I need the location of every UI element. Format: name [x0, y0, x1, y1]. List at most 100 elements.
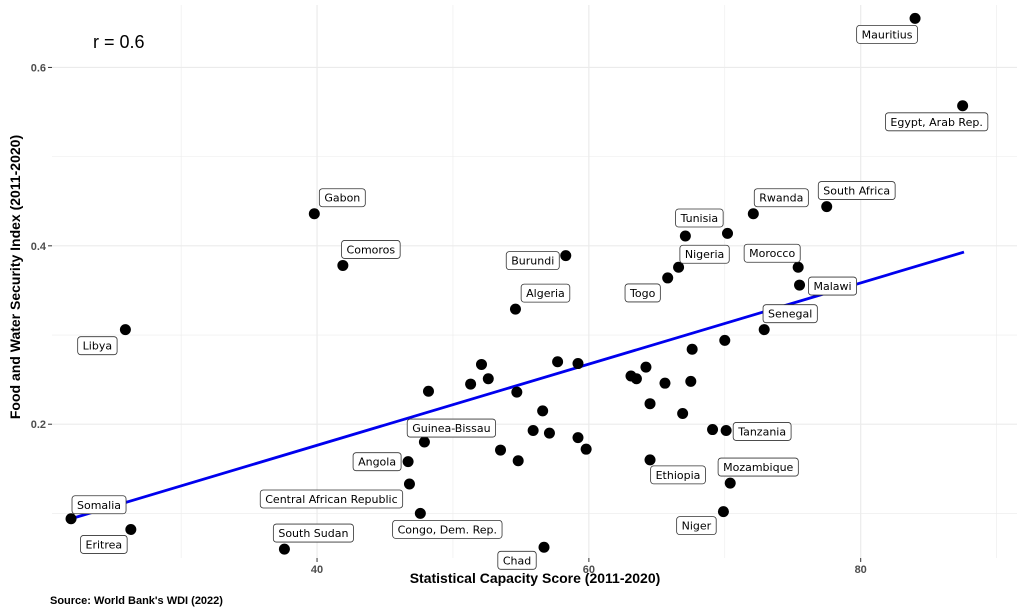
point-label: Comoros: [341, 240, 401, 259]
label-box: [352, 452, 402, 472]
data-point: [724, 477, 736, 489]
data-point: [509, 303, 521, 315]
label-text: Chad: [503, 554, 531, 567]
label-box: [743, 243, 801, 263]
label-box: [392, 520, 503, 539]
data-point: [572, 358, 584, 370]
data-point: [659, 377, 671, 389]
x-tick-label: 40: [311, 564, 323, 576]
label-box: [624, 283, 661, 303]
label-text: Ethiopia: [656, 469, 701, 482]
point-label: Tanzania: [732, 422, 792, 441]
point-label: Egypt, Arab Rep.: [885, 112, 989, 132]
data-point: [707, 424, 719, 436]
label-box: [762, 304, 818, 324]
data-point: [538, 541, 550, 553]
point-label: Malawi: [808, 276, 857, 296]
data-point: [758, 324, 770, 336]
data-point: [640, 361, 652, 373]
point-label: Niger: [676, 516, 717, 536]
point-label: South Africa: [817, 181, 896, 200]
point-label: Angola: [352, 452, 402, 472]
label-box: [71, 495, 127, 515]
regression-line-group: [70, 250, 965, 521]
label-text: Guinea-Bissau: [412, 422, 490, 435]
label-box: [817, 181, 896, 200]
data-point: [337, 259, 349, 271]
point-label: Mauritius: [856, 24, 918, 44]
point-label: Tunisia: [675, 208, 724, 228]
point-label: Ethiopia: [650, 465, 706, 485]
data-points: [65, 12, 969, 555]
point-label: Guinea-Bissau: [406, 418, 497, 438]
axis-ticks: 40 60 80 0.2 0.4 0.6: [31, 62, 867, 576]
data-point: [630, 373, 642, 385]
data-point: [673, 261, 685, 273]
data-point: [119, 324, 131, 336]
label-text: Algeria: [526, 287, 565, 300]
point-labels: Mauritius Egypt, Arab Rep. Gabon South Afri…: [71, 24, 989, 570]
label-text: Libya: [83, 340, 112, 353]
label-box: [341, 240, 401, 259]
point-label: Rwanda: [753, 188, 809, 208]
data-point: [677, 408, 689, 420]
label-box: [856, 24, 918, 44]
data-point: [909, 12, 921, 24]
label-box: [650, 465, 706, 485]
data-point: [644, 454, 656, 466]
y-tick-label: 0.4: [31, 241, 47, 253]
label-box: [272, 523, 354, 543]
label-box: [675, 208, 724, 228]
point-label: Central African Republic: [259, 489, 404, 509]
data-point: [495, 444, 507, 456]
point-label: Congo, Dem. Rep.: [392, 520, 503, 539]
point-label: Gabon: [318, 188, 366, 208]
data-point: [402, 456, 414, 468]
data-point: [414, 507, 426, 519]
label-box: [505, 251, 560, 271]
data-point: [475, 358, 487, 370]
label-text: Congo, Dem. Rep.: [398, 523, 497, 536]
y-axis-title: Food and Water Security Index (2011-2020…: [7, 135, 23, 419]
data-point: [482, 373, 494, 385]
data-point: [560, 250, 572, 262]
label-box: [520, 283, 571, 303]
label-box: [259, 489, 404, 509]
label-text: Tanzania: [737, 425, 786, 438]
label-box: [80, 535, 128, 554]
data-point: [747, 208, 759, 220]
data-point: [537, 405, 549, 417]
label-text: Morocco: [749, 247, 795, 260]
label-text: Angola: [358, 456, 396, 469]
label-text: Gabon: [324, 192, 360, 205]
data-point: [719, 334, 731, 346]
data-point: [511, 386, 523, 398]
point-label: Togo: [624, 283, 661, 303]
data-point: [465, 378, 477, 390]
label-text: Mozambique: [723, 461, 793, 474]
data-point: [403, 478, 415, 490]
data-point: [422, 385, 434, 397]
data-point: [720, 424, 732, 436]
label-text: South Sudan: [278, 527, 348, 540]
regression-line: [70, 250, 965, 521]
label-text: Comoros: [347, 243, 396, 256]
data-point: [552, 356, 564, 368]
data-point: [685, 375, 697, 387]
label-text: Central African Republic: [265, 493, 397, 506]
label-text: Nigeria: [685, 248, 724, 261]
label-text: Mauritius: [862, 28, 913, 41]
label-box: [808, 276, 857, 296]
data-point: [308, 208, 320, 220]
point-label: Libya: [77, 336, 118, 356]
label-box: [406, 418, 497, 438]
label-text: South Africa: [823, 185, 890, 198]
label-text: Niger: [682, 520, 712, 533]
data-point: [65, 513, 77, 525]
data-point: [792, 261, 804, 273]
label-text: Malawi: [813, 280, 851, 293]
point-label: Mozambique: [717, 457, 799, 477]
label-box: [318, 188, 366, 208]
label-text: Egypt, Arab Rep.: [890, 116, 982, 129]
point-label: Eritrea: [80, 535, 128, 554]
